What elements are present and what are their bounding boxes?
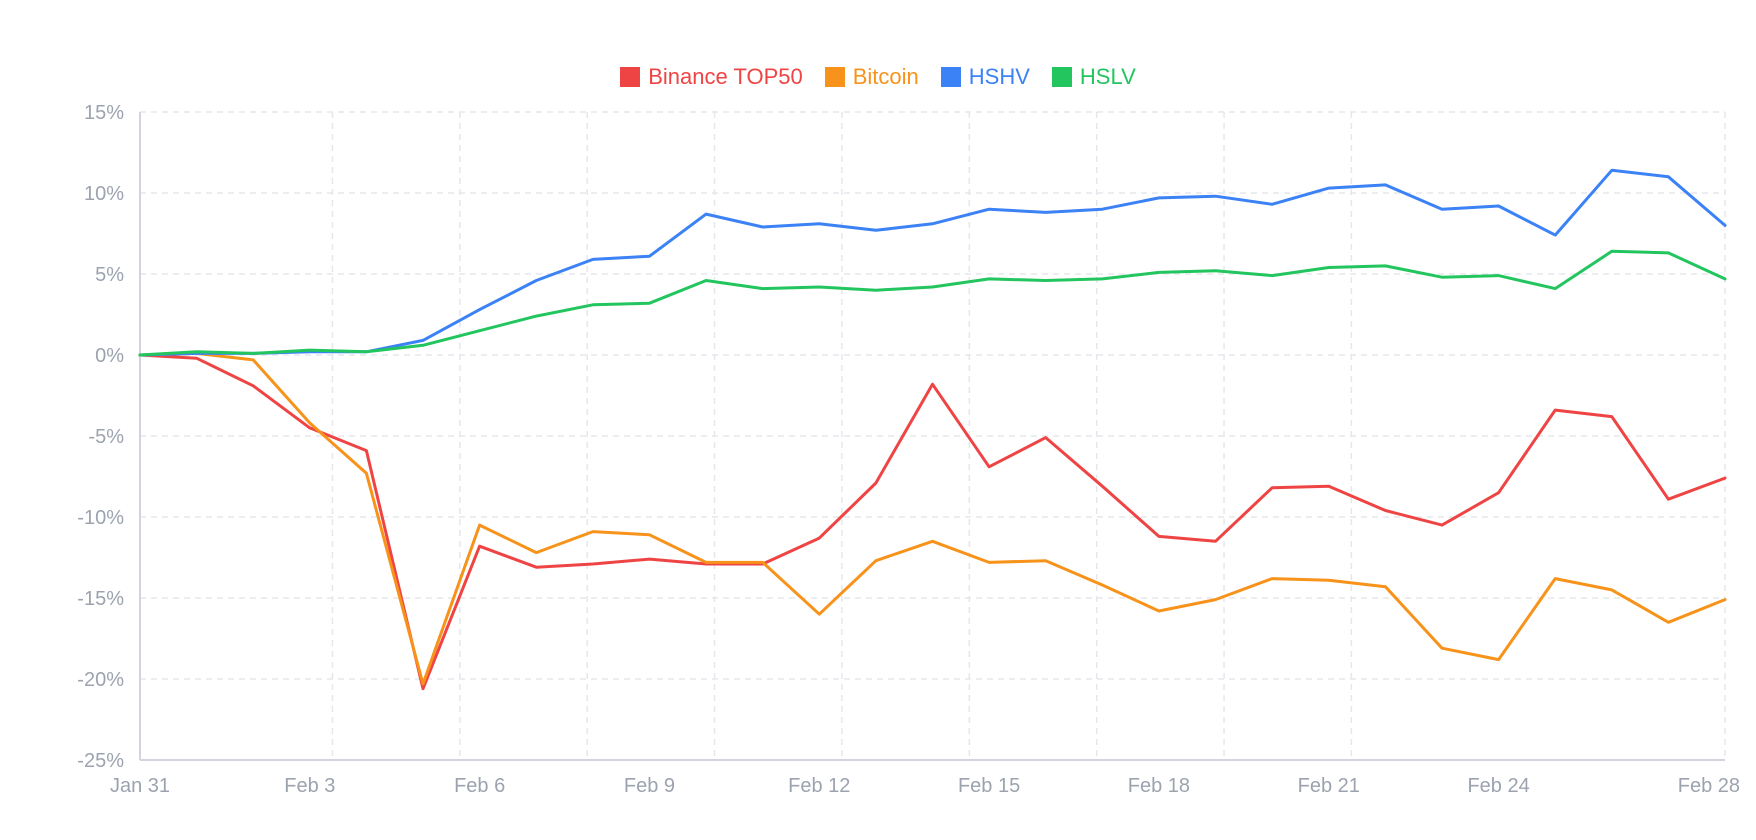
y-tick-label: 15% bbox=[84, 102, 124, 124]
legend-swatch-binance-top50 bbox=[620, 67, 641, 87]
legend-label: HSHV bbox=[968, 64, 1030, 89]
legend-swatch-hslv bbox=[1051, 67, 1072, 87]
x-tick-label: Feb 6 bbox=[454, 775, 505, 797]
legend-item-bitcoin[interactable]: Bitcoin bbox=[824, 64, 919, 90]
series-line-binance-top50 bbox=[138, 353, 1727, 691]
legend-label: Bitcoin bbox=[852, 64, 919, 89]
legend-item-binance-top50[interactable]: Binance TOP50 bbox=[620, 64, 803, 90]
y-tick-label: -25% bbox=[77, 750, 124, 772]
x-tick-label: Feb 3 bbox=[284, 775, 335, 797]
y-tick-label: 5% bbox=[95, 264, 124, 286]
x-tick-label: Feb 15 bbox=[958, 775, 1020, 797]
y-tick-label: -15% bbox=[77, 588, 124, 610]
x-tick-label: Feb 12 bbox=[788, 775, 850, 797]
legend-item-hshv[interactable]: HSHV bbox=[940, 64, 1030, 90]
x-tick-label: Feb 28 bbox=[1678, 775, 1740, 797]
x-tick-label: Feb 21 bbox=[1298, 775, 1360, 797]
x-tick-label: Feb 9 bbox=[624, 775, 675, 797]
y-tick-label: -10% bbox=[77, 507, 124, 529]
legend-swatch-bitcoin bbox=[824, 67, 845, 87]
y-tick-label: 0% bbox=[95, 345, 124, 367]
y-tick-label: -20% bbox=[77, 669, 124, 691]
legend-label: HSLV bbox=[1079, 64, 1136, 89]
x-tick-label: Jan 31 bbox=[110, 775, 170, 797]
series-line-hshv bbox=[138, 168, 1727, 357]
legend-label: Binance TOP50 bbox=[648, 64, 803, 89]
y-tick-label: 10% bbox=[84, 183, 124, 205]
legend: Binance TOP50 Bitcoin HSHV HSLV bbox=[0, 64, 1756, 90]
y-tick-label: -5% bbox=[88, 426, 124, 448]
series-line-bitcoin bbox=[138, 351, 1727, 686]
x-tick-label: Feb 18 bbox=[1128, 775, 1190, 797]
legend-item-hslv[interactable]: HSLV bbox=[1051, 64, 1136, 90]
x-tick-label: Feb 24 bbox=[1467, 775, 1529, 797]
series-line-hslv bbox=[138, 249, 1727, 357]
legend-swatch-hshv bbox=[940, 67, 961, 87]
